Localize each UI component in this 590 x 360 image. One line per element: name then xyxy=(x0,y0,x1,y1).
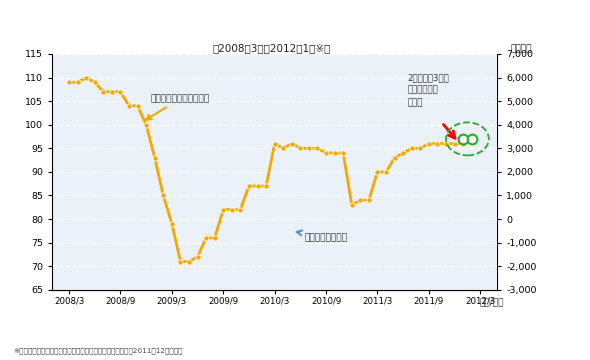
Text: 鉱工業生産指数（左軸）: 鉱工業生産指数（左軸） xyxy=(146,94,209,120)
Bar xyxy=(379,134,401,219)
Bar xyxy=(251,207,273,219)
Text: （2008年3月～2012年1月※）: （2008年3月～2012年1月※） xyxy=(212,43,330,53)
Bar xyxy=(199,219,221,278)
Bar xyxy=(303,136,324,219)
Bar xyxy=(457,158,478,219)
Text: 2月および3月の
生産予測調査
予測値: 2月および3月の 生産予測調査 予測値 xyxy=(408,73,449,107)
Bar xyxy=(328,148,350,219)
Text: ※企業業績は、法人企業統計の製造業の四半期の経常利益（2011年12月まで）: ※企業業績は、法人企業統計の製造業の四半期の経常利益（2011年12月まで） xyxy=(13,347,182,354)
Text: 鉱工業生産指数と企業業績の推移: 鉱工業生産指数と企業業績の推移 xyxy=(227,12,363,26)
Bar xyxy=(431,170,453,219)
Bar xyxy=(123,148,144,219)
Bar xyxy=(225,219,247,255)
Bar xyxy=(71,146,93,219)
Bar xyxy=(405,144,427,219)
Bar xyxy=(354,151,375,219)
Bar xyxy=(148,156,170,219)
Bar xyxy=(277,153,298,219)
Bar xyxy=(97,146,119,219)
Bar xyxy=(174,219,195,261)
Text: （年/月）: （年/月） xyxy=(480,297,504,306)
Text: 企業業績（右軸）: 企業業績（右軸） xyxy=(297,230,348,242)
Text: （億円）: （億円） xyxy=(510,44,532,53)
